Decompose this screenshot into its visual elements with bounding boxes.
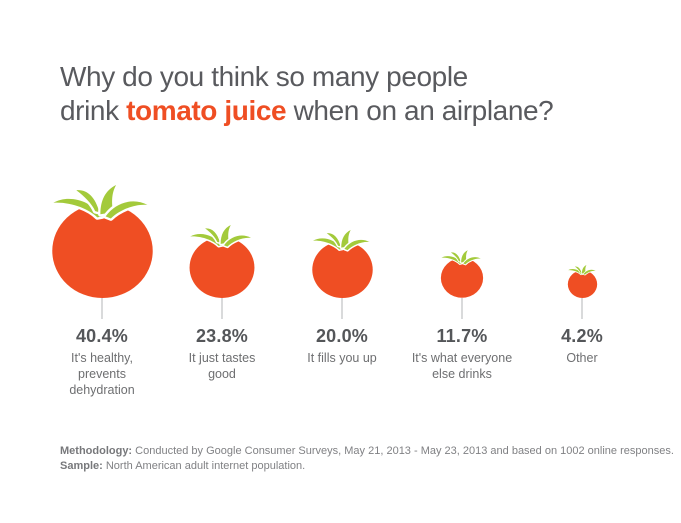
- chart-column-other: 4.2% Other: [522, 185, 642, 398]
- methodology-label: Methodology:: [60, 445, 133, 457]
- tomato-icon: [188, 225, 256, 298]
- value-label: 23.8%: [195, 326, 249, 346]
- sample-line: Sample: North American adult internet po…: [60, 459, 306, 472]
- methodology-line: Methodology: Conducted by Google Consume…: [60, 445, 674, 457]
- connector-line: [341, 298, 343, 319]
- category-label: It's what everyone else drinks: [411, 351, 513, 381]
- chart-column-tastes-good: 23.8% It just tastes good: [162, 185, 282, 398]
- tomato-slot: [440, 185, 484, 298]
- tomato-slot: [566, 185, 598, 298]
- value-label: 40.4%: [75, 326, 129, 346]
- tomato-icon: [566, 265, 598, 298]
- chart-column-healthy: 40.4% It's healthy, prevents dehydration: [42, 185, 162, 398]
- category-label: It fills you up: [307, 351, 377, 365]
- category-label: It's healthy, prevents dehydration: [69, 351, 135, 397]
- tomato-slot: [188, 185, 256, 298]
- tomato-icon: [310, 230, 374, 298]
- tomato-chart: 40.4% It's healthy, prevents dehydration…: [42, 185, 642, 398]
- value-label: 4.2%: [561, 326, 603, 346]
- title-line2-post: when on an airplane?: [286, 95, 554, 126]
- tomato-icon: [50, 185, 155, 298]
- tomato-slot: [50, 185, 155, 298]
- connector-line: [461, 298, 463, 319]
- connector-line: [581, 298, 583, 319]
- title-line2-pre: drink: [60, 95, 127, 126]
- chart-column-fills-you-up: 20.0% It fills you up: [282, 185, 402, 398]
- category-label: Other: [566, 351, 598, 365]
- tomato-icon: [440, 250, 484, 298]
- category-label: It just tastes good: [188, 351, 256, 381]
- methodology-note: Methodology: Conducted by Google Consume…: [60, 444, 674, 473]
- chart-column-everyone-else: 11.7% It's what everyone else drinks: [402, 185, 522, 398]
- connector-line: [101, 298, 103, 319]
- sample-label: Sample:: [60, 459, 103, 472]
- value-label: 11.7%: [436, 326, 488, 346]
- connector-line: [221, 298, 223, 319]
- title-line1: Why do you think so many people: [60, 61, 468, 92]
- chart-title: Why do you think so many people drink to…: [60, 60, 554, 128]
- value-label: 20.0%: [315, 326, 369, 346]
- title-highlight: tomato juice: [126, 95, 287, 126]
- tomato-slot: [310, 185, 374, 298]
